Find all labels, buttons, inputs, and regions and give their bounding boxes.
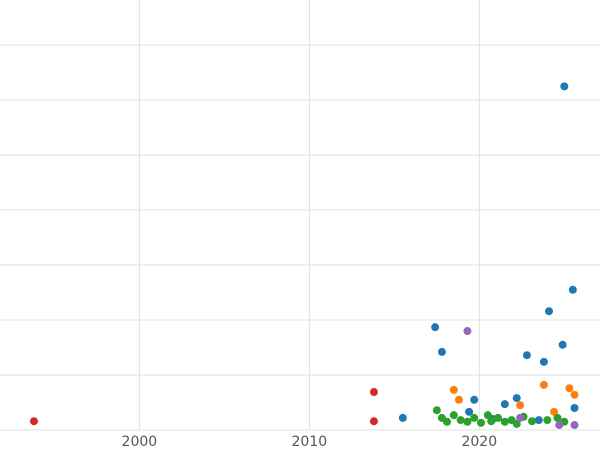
- data-point-blue: [568, 285, 577, 294]
- data-point-green: [553, 413, 562, 422]
- data-point-orange: [449, 385, 458, 394]
- data-point-green: [443, 417, 452, 426]
- data-point-blue: [437, 347, 446, 356]
- data-point-green: [500, 417, 509, 426]
- data-point-orange: [516, 401, 525, 410]
- data-point-green: [494, 413, 503, 422]
- data-point-red: [369, 417, 378, 426]
- data-point-purple: [463, 327, 472, 336]
- data-point-red: [369, 388, 378, 397]
- data-point-green: [477, 418, 486, 427]
- data-point-purple: [570, 421, 579, 430]
- x-tick-label: 2010: [292, 434, 328, 450]
- data-point-blue: [560, 82, 569, 91]
- data-point-green: [449, 411, 458, 420]
- data-point-green: [487, 417, 496, 426]
- data-point-green: [512, 419, 521, 428]
- data-point-blue: [398, 413, 407, 422]
- data-point-blue: [431, 323, 440, 332]
- data-point-purple: [516, 413, 525, 422]
- data-point-green: [543, 416, 552, 425]
- data-point-blue: [500, 400, 509, 409]
- data-point-green: [470, 413, 479, 422]
- data-point-blue: [539, 357, 548, 366]
- data-point-orange: [550, 407, 559, 416]
- data-point-orange: [565, 384, 574, 393]
- data-point-orange: [570, 390, 579, 399]
- data-point-blue: [512, 394, 521, 403]
- data-point-orange: [539, 380, 548, 389]
- data-point-blue: [470, 395, 479, 404]
- data-point-blue: [570, 404, 579, 413]
- x-tick-label: 2020: [461, 434, 497, 450]
- data-point-red: [29, 417, 38, 426]
- x-tick-label: 2000: [122, 434, 158, 450]
- data-point-blue: [522, 351, 531, 360]
- data-point-green: [463, 417, 472, 426]
- data-point-green: [528, 417, 537, 426]
- data-point-blue: [534, 416, 543, 425]
- data-point-green: [483, 411, 492, 420]
- data-point-green: [432, 406, 441, 415]
- data-point-green: [456, 416, 465, 425]
- data-point-blue: [465, 407, 474, 416]
- data-point-purple: [555, 421, 564, 430]
- data-point-blue: [558, 340, 567, 349]
- data-point-blue: [545, 307, 554, 316]
- data-point-orange: [454, 395, 463, 404]
